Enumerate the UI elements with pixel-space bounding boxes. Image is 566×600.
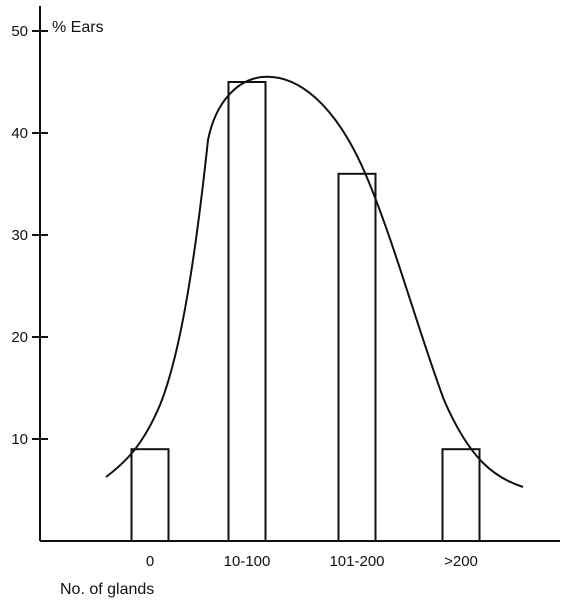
y-tick-label-20: 20: [11, 329, 28, 346]
bar-0: [130, 448, 170, 543]
y-tick-label-50: 50: [11, 23, 28, 40]
category-labels: 0 10-100 101-200 >200: [146, 553, 478, 570]
category-label-2: 101-200: [329, 553, 384, 570]
bar-1: [227, 81, 267, 542]
bar-2: [337, 172, 377, 543]
bell-curve-path: [105, 75, 524, 488]
y-tick-label-40: 40: [11, 125, 28, 142]
category-label-0: 0: [146, 553, 154, 570]
y-axis-label: % Ears: [52, 19, 104, 36]
y-tick-label-10: 10: [11, 431, 28, 448]
category-label-3: >200: [444, 553, 478, 570]
x-axis-label: No. of glands: [60, 581, 154, 598]
bell-curve: [105, 75, 524, 488]
category-label-1: 10-100: [224, 553, 271, 570]
y-tick-label-30: 30: [11, 227, 28, 244]
y-axis: 10 20 30 40 50: [11, 6, 48, 541]
bar-3: [441, 448, 481, 543]
